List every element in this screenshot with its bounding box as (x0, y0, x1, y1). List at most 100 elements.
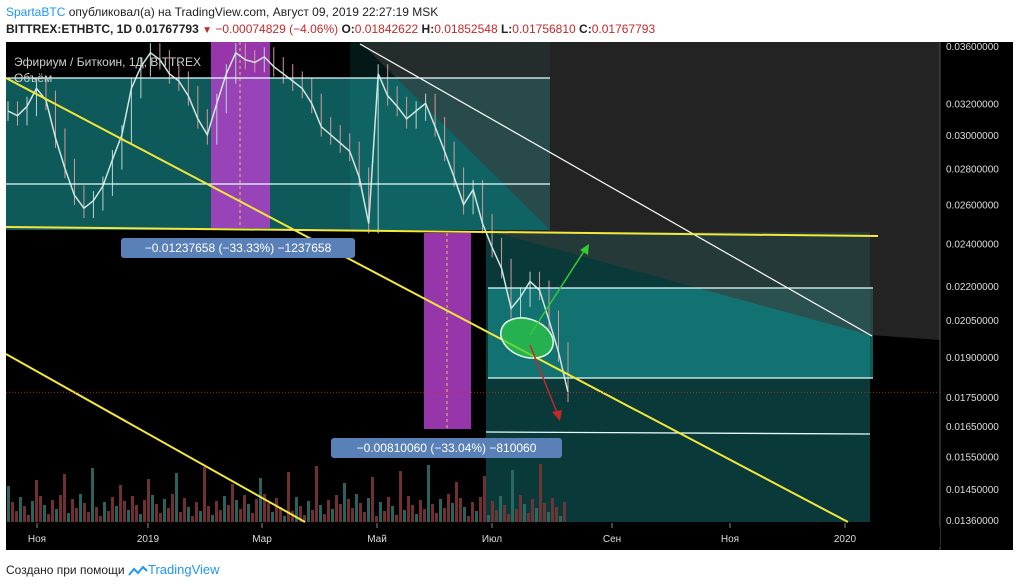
volume-bar (323, 514, 326, 522)
y-tick-label: 0.02400000 (946, 239, 999, 250)
volume-bar (179, 512, 182, 522)
volume-bar (299, 506, 302, 522)
volume-bar (251, 513, 254, 522)
volume-bar (335, 495, 338, 522)
author-link[interactable]: SpartaBTC (6, 5, 66, 19)
volume-bar (331, 509, 334, 522)
highlight-ellipse[interactable] (495, 311, 559, 365)
volume-bar (175, 473, 178, 522)
volume-bar (235, 500, 238, 522)
legend-volume: Объём (14, 71, 52, 85)
volume-bar (151, 495, 154, 522)
volume-bar (523, 504, 526, 522)
volume-bar (243, 495, 246, 522)
volume-bar (479, 497, 482, 522)
volume-bar (403, 510, 406, 522)
x-axis-band (6, 527, 940, 547)
volume-bar (303, 515, 306, 522)
volume-bar (451, 503, 454, 522)
volume-bar (431, 504, 434, 522)
volume-bar (419, 500, 422, 522)
symbol-label: BITTREX:ETHBTC, 1D (6, 22, 132, 36)
volume-bar (319, 505, 322, 522)
volume-bar (19, 497, 22, 522)
resistance-trendline[interactable] (359, 43, 873, 337)
volume-bar (407, 496, 410, 522)
volume-bar (263, 494, 266, 522)
volume-bar (59, 495, 62, 522)
low-label: L: (500, 22, 513, 36)
y-tick-label: 0.01360000 (946, 516, 999, 527)
volume-bar (439, 499, 442, 522)
y-tick-label: 0.01650000 (946, 422, 999, 433)
volume-bar (551, 498, 554, 522)
volume-bar (115, 506, 118, 522)
volume-bar (399, 471, 402, 522)
x-tick-label: 2019 (137, 534, 160, 545)
volume-bar (63, 474, 66, 522)
volume-bar (411, 505, 414, 522)
volume-bar (107, 511, 110, 522)
arrow-down[interactable] (529, 344, 559, 416)
volume-bar (563, 502, 566, 522)
x-tick-label: Июл (482, 534, 502, 545)
high-value: 0.01852548 (434, 22, 498, 36)
x-tick-label: Ноя (28, 534, 46, 545)
brand-link[interactable]: TradingView (147, 562, 220, 577)
volume-bar (143, 500, 146, 522)
open-value: 0.01842622 (354, 22, 419, 36)
volume-bar (447, 494, 450, 522)
volume-bar (255, 499, 258, 522)
y-tick-label: 0.01750000 (946, 393, 999, 404)
last-price: 0.01767793 (135, 22, 199, 36)
volume-bar (191, 516, 194, 522)
target-rect-inner[interactable] (488, 288, 873, 378)
volume-bar (75, 508, 78, 522)
volume-bar (231, 484, 234, 522)
volume-bar (363, 512, 366, 522)
volume-bar (135, 505, 138, 522)
volume-bar (383, 511, 386, 522)
tradingview-logo-icon (128, 565, 148, 576)
volume-bar (483, 476, 486, 522)
lower-trendline[interactable] (5, 353, 306, 523)
volume-bar (475, 511, 478, 522)
volume-bar (7, 486, 10, 522)
volume-bar (103, 502, 106, 522)
volume-bar (311, 510, 314, 522)
volume-bar (427, 465, 430, 522)
footer: Создано при помощи TradingView (6, 562, 220, 578)
volume-bar (423, 509, 426, 522)
volume-bar (343, 483, 346, 522)
volume-bar (519, 495, 522, 522)
volume-bar (91, 468, 94, 522)
volume-bar (87, 512, 90, 522)
arrow-up[interactable] (529, 247, 587, 336)
volume-bar (183, 498, 186, 522)
support-trendline[interactable] (5, 77, 849, 523)
volume-bar (111, 497, 114, 522)
x-tick-label: 2020 (834, 534, 857, 545)
volume-bar (147, 479, 150, 522)
y-tick-label: 0.02200000 (946, 282, 999, 293)
down-triangle-icon: ▼ (202, 25, 212, 36)
volume-bar (275, 498, 278, 522)
volume-bar (227, 505, 230, 522)
volume-bar (23, 506, 26, 522)
volume-bar (391, 506, 394, 522)
arrow-down-head (552, 410, 562, 421)
volume-bar (527, 513, 530, 522)
volume-bar (339, 504, 342, 522)
volume-bar (163, 499, 166, 522)
volume-bar (27, 515, 30, 522)
volume-bar (71, 499, 74, 522)
publication-header: SpartaBTC опубликовал(а) на TradingView.… (6, 5, 438, 19)
volume-bar (287, 472, 290, 522)
y-tick-label: 0.03000000 (946, 131, 999, 142)
volume-bar (199, 511, 202, 522)
support-line-horizontal[interactable] (5, 226, 879, 237)
published-text: опубликовал(а) на TradingView.com, Авгус… (68, 5, 439, 19)
y-tick-label: 0.02050000 (946, 316, 999, 327)
volume-bar (51, 500, 54, 522)
